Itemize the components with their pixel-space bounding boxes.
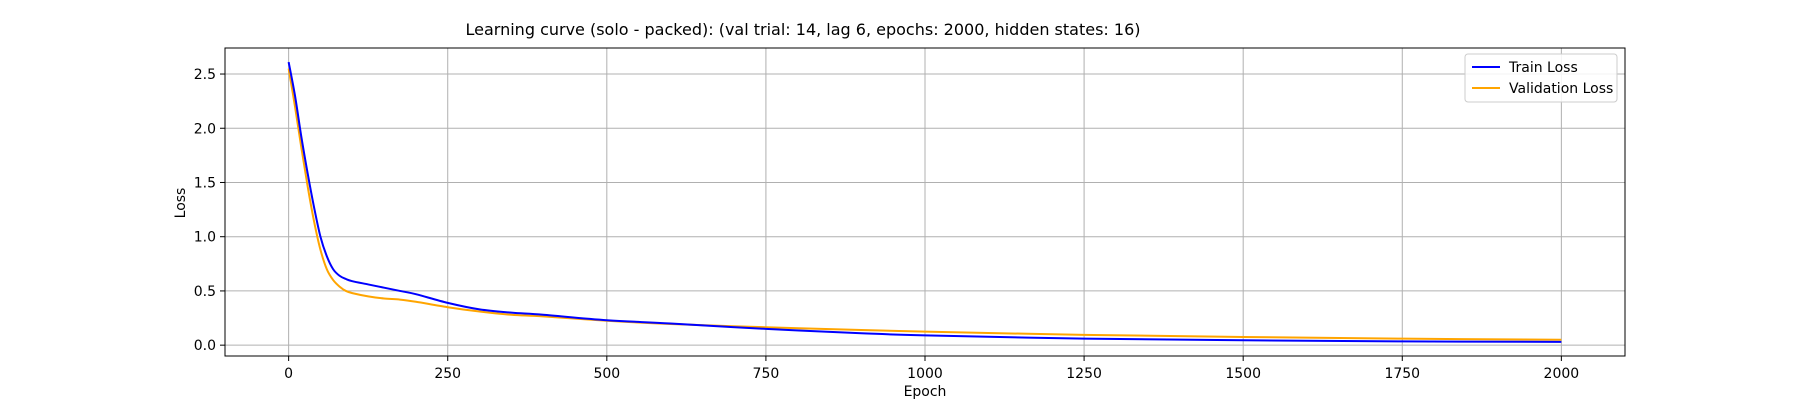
y-tick-label: 1.0 — [194, 230, 216, 246]
validation-loss-line — [287, 68, 1562, 341]
y-tick-label: 2.5 — [194, 67, 216, 83]
x-tick-label: 500 — [593, 366, 620, 382]
legend-box — [1464, 53, 1618, 103]
x-tick-label: 1500 — [1225, 366, 1261, 382]
x-tick-label: 1250 — [1066, 366, 1102, 382]
series-lines — [287, 61, 1562, 343]
y-tick-label: 0.5 — [194, 284, 216, 300]
x-tick-label: 250 — [434, 366, 461, 382]
y-tick-label: 2.0 — [194, 121, 216, 137]
x-tick-label: 1000 — [907, 366, 943, 382]
legend: Train Loss Validation Loss — [1464, 53, 1618, 103]
x-axis-label: Epoch — [904, 384, 947, 400]
legend-label-validation-loss: Validation Loss — [1509, 81, 1613, 97]
legend-label-train-loss: Train Loss — [1508, 60, 1578, 76]
y-tick-label: 0.0 — [194, 338, 216, 354]
chart-title: Learning curve (solo - packed): (val tri… — [466, 20, 1141, 39]
x-tick-label: 1750 — [1384, 366, 1420, 382]
x-tick-label: 750 — [753, 366, 780, 382]
y-tick-label: 1.5 — [194, 175, 216, 191]
y-axis: 0.0 0.5 1.0 1.5 2.0 2.5 — [194, 67, 225, 354]
train-loss-line — [287, 61, 1562, 343]
y-axis-label: Loss — [173, 188, 189, 219]
x-tick-label: 0 — [284, 366, 293, 382]
x-axis: 0 250 500 750 1000 1250 1500 1750 2000 — [284, 356, 1579, 382]
x-tick-label: 2000 — [1544, 366, 1580, 382]
